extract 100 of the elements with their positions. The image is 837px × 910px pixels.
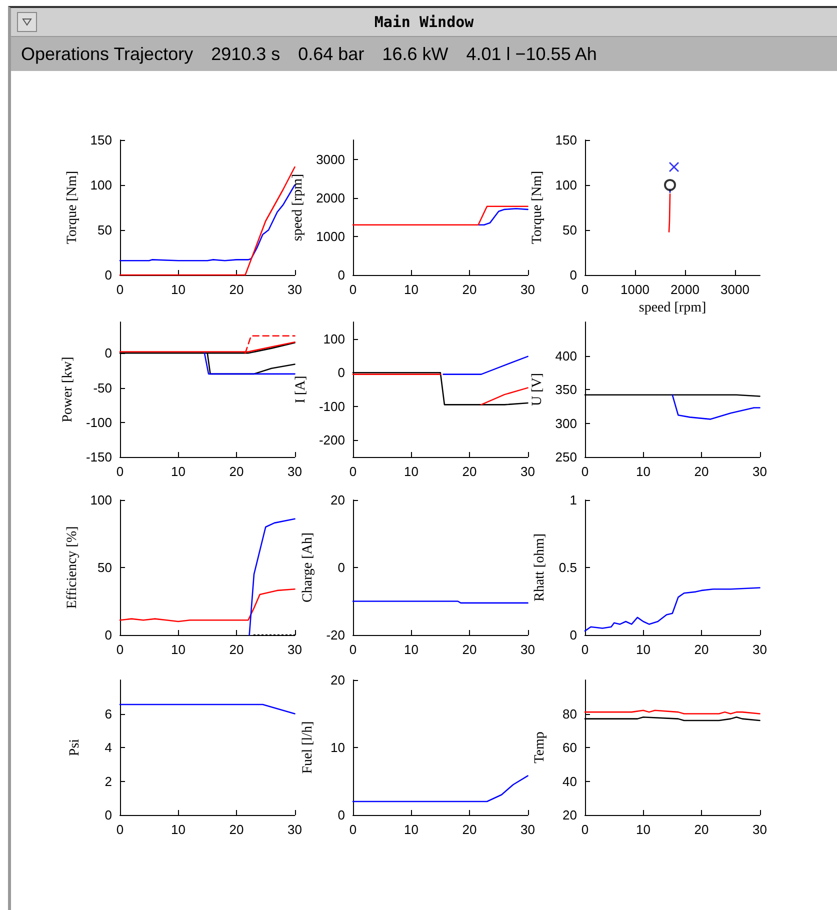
- x-tick-label: 30: [752, 464, 768, 479]
- x-tick-label: 10: [636, 464, 650, 479]
- x-tick-label: 10: [636, 642, 650, 657]
- y-axis-title: Torque [Nm]: [64, 170, 80, 244]
- y-tick-label: 20: [330, 672, 344, 688]
- x-tick-label: 0: [116, 822, 124, 837]
- y-tick-label: 50: [562, 222, 577, 238]
- y-tick-label: 250: [555, 450, 577, 464]
- y-tick-label: 0: [570, 628, 577, 642]
- x-tick-label: 0: [348, 282, 356, 297]
- y-tick-label: 6: [104, 706, 112, 722]
- x-tick-label: 30: [752, 822, 768, 837]
- y-tick-label: 1: [570, 492, 577, 508]
- x-tick-label: 10: [404, 282, 418, 297]
- y-tick-label: -200: [318, 432, 344, 448]
- x-tick-label: 2000: [670, 282, 700, 297]
- x-tick-label: 20: [229, 822, 244, 837]
- x-tick-label: 0: [116, 642, 124, 657]
- y-tick-label: 80: [562, 706, 577, 722]
- x-tick-label: 20: [694, 464, 709, 479]
- y-tick-label: 0: [104, 346, 112, 361]
- y-tick-label: 0: [104, 628, 112, 642]
- x-tick-label: 30: [520, 282, 535, 297]
- text: 2910.3 s: [211, 44, 280, 64]
- x-tick-label: 30: [752, 642, 768, 657]
- y-tick-label: 100: [322, 331, 344, 346]
- x-tick-label: 30: [520, 822, 535, 837]
- y-axis-title: Rhatt [ohm]: [532, 533, 548, 602]
- x-tick-label: 0: [116, 282, 124, 297]
- y-tick-label: 50: [98, 222, 112, 238]
- x-tick-label: 30: [520, 464, 535, 479]
- x-tick-label: 30: [288, 822, 302, 837]
- x-tick-label: 0: [581, 822, 589, 837]
- text: Operations Trajectory: [21, 44, 194, 64]
- x-tick-label: 20: [229, 464, 244, 479]
- x-tick-label: 10: [171, 822, 186, 837]
- text: 4.01 l −10.55 Ah: [466, 44, 597, 64]
- text: 0.64 bar: [298, 44, 364, 64]
- y-tick-label: -50: [93, 380, 112, 396]
- y-tick-label: 1000: [316, 228, 344, 244]
- y-tick-label: 0: [104, 268, 112, 282]
- x-tick-label: 20: [229, 642, 244, 657]
- y-axis-title: Efficiency [%]: [64, 526, 80, 609]
- y-tick-label: 0: [337, 268, 344, 282]
- x-tick-label: 10: [404, 822, 418, 837]
- x-tick-label: 10: [171, 642, 186, 657]
- text: 16.6 kW: [382, 44, 448, 64]
- x-axis-title: speed [rpm]: [638, 300, 706, 316]
- x-tick-label: 30: [288, 282, 302, 297]
- y-tick-label: 0.5: [558, 560, 577, 575]
- x-tick-label: 10: [404, 464, 418, 479]
- y-axis-title: Charge [Ah]: [300, 532, 315, 603]
- y-tick-label: 150: [90, 132, 112, 148]
- y-tick-label: 0: [337, 560, 344, 575]
- y-tick-label: 10: [330, 740, 344, 755]
- y-axis-title: Temp: [532, 732, 548, 764]
- x-tick-label: 10: [171, 464, 186, 479]
- x-tick-label: 10: [404, 642, 418, 657]
- y-tick-label: 0: [570, 268, 577, 282]
- y-axis-title: Fuel [l/h]: [300, 721, 315, 774]
- x-tick-label: 20: [462, 282, 476, 297]
- x-tick-label: 0: [348, 822, 356, 837]
- y-tick-label: 2: [104, 774, 112, 789]
- y-tick-label: 100: [90, 492, 112, 508]
- y-axis-title: Torque [Nm]: [530, 170, 545, 244]
- x-tick-label: 30: [288, 642, 302, 657]
- y-tick-label: 350: [555, 382, 577, 397]
- y-tick-label: 60: [562, 740, 577, 755]
- y-tick-label: 3000: [316, 152, 344, 167]
- x-tick-label: 3000: [720, 282, 750, 297]
- x-tick-label: 20: [462, 464, 476, 479]
- y-axis-title: Power [kw]: [60, 356, 76, 422]
- x-tick-label: 0: [348, 642, 356, 657]
- y-tick-label: 100: [90, 178, 112, 192]
- y-tick-label: 150: [555, 132, 577, 148]
- y-tick-label: 0: [337, 365, 344, 380]
- text: Main Window: [374, 13, 474, 31]
- y-tick-label: 20: [562, 808, 577, 822]
- x-tick-label: 20: [229, 282, 244, 297]
- x-tick-label: 30: [288, 464, 302, 479]
- x-tick-label: 10: [171, 282, 186, 297]
- x-tick-label: 0: [348, 464, 356, 479]
- x-tick-label: 30: [520, 642, 535, 657]
- x-tick-label: 10: [636, 822, 650, 837]
- y-tick-label: 300: [555, 416, 577, 431]
- y-tick-label: 400: [555, 348, 577, 364]
- y-tick-label: 0: [337, 808, 344, 822]
- y-tick-label: 2000: [316, 190, 344, 206]
- x-tick-label: 1000: [620, 282, 650, 297]
- x-tick-label: 0: [581, 464, 589, 479]
- y-tick-label: -20: [326, 628, 344, 642]
- x-tick-label: 0: [581, 282, 589, 297]
- y-tick-label: -100: [86, 414, 112, 430]
- y-axis-title: Psi: [68, 738, 82, 756]
- y-tick-label: 100: [555, 178, 577, 192]
- y-axis-title: U [V]: [530, 372, 545, 406]
- x-tick-label: 20: [462, 642, 476, 657]
- y-axis-title: speed [rpm]: [290, 174, 306, 242]
- y-axis-title: I [A]: [293, 376, 308, 404]
- y-tick-label: -150: [86, 450, 112, 464]
